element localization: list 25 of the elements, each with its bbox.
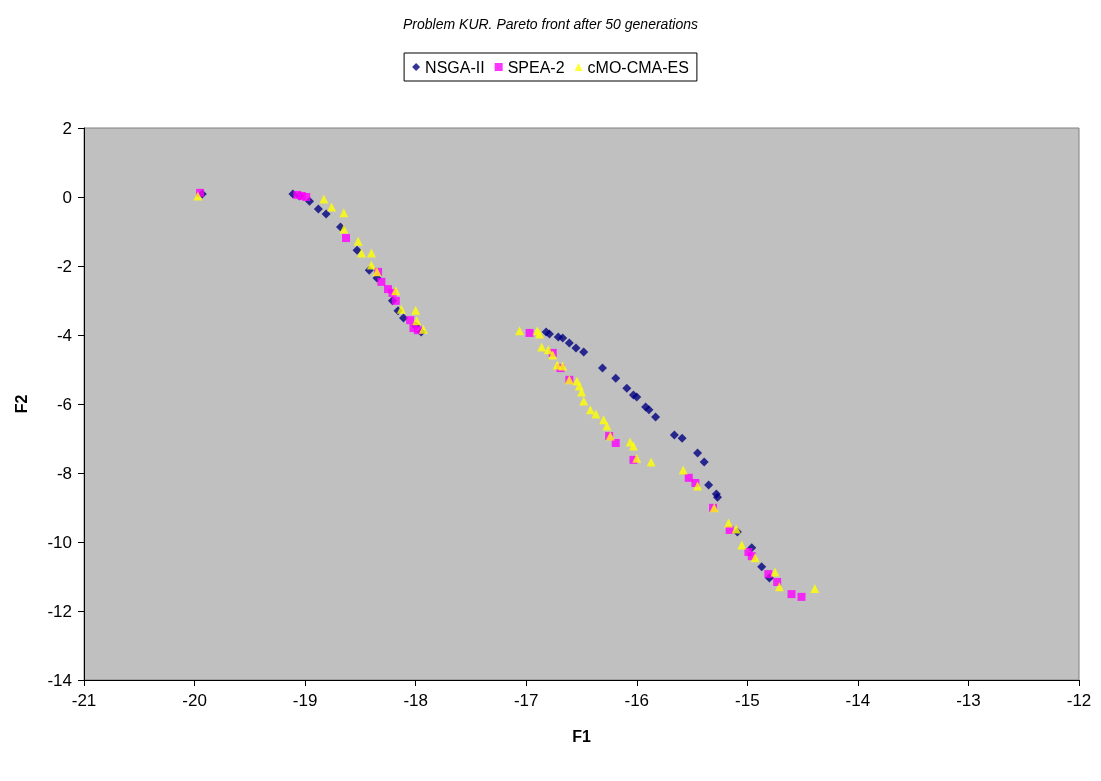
x-tick-label: -12 xyxy=(1066,691,1092,710)
legend-label: SPEA-2 xyxy=(507,58,565,76)
y-tick-label: -6 xyxy=(56,394,72,414)
y-axis-title: F2 xyxy=(12,394,30,414)
x-tick-label: -16 xyxy=(624,691,650,710)
x-tick-label: -15 xyxy=(735,691,760,710)
x-tick-label: -20 xyxy=(182,691,207,710)
legend-label: NSGA-II xyxy=(425,58,485,76)
y-tick-label: -14 xyxy=(47,670,72,690)
y-tick-label: -12 xyxy=(47,601,72,621)
y-tick-label: -10 xyxy=(47,532,72,552)
y-tick-label: -2 xyxy=(56,256,72,276)
x-tick-label: -17 xyxy=(513,691,539,710)
x-tick-label: -18 xyxy=(403,691,428,710)
x-tick-label: -19 xyxy=(292,691,318,710)
legend-label: cMO-CMA-ES xyxy=(587,58,689,76)
y-tick-label: 2 xyxy=(62,118,72,138)
chart-title: Problem KUR. Pareto front after 50 generations xyxy=(403,16,698,32)
y-tick-label: 0 xyxy=(62,187,72,207)
x-tick-label: -14 xyxy=(845,691,871,710)
x-tick-label: -21 xyxy=(71,691,97,710)
y-tick-label: -8 xyxy=(56,463,72,483)
y-tick-label: -4 xyxy=(56,325,72,345)
x-axis-title: F1 xyxy=(572,727,591,745)
x-tick-label: -13 xyxy=(956,691,981,710)
